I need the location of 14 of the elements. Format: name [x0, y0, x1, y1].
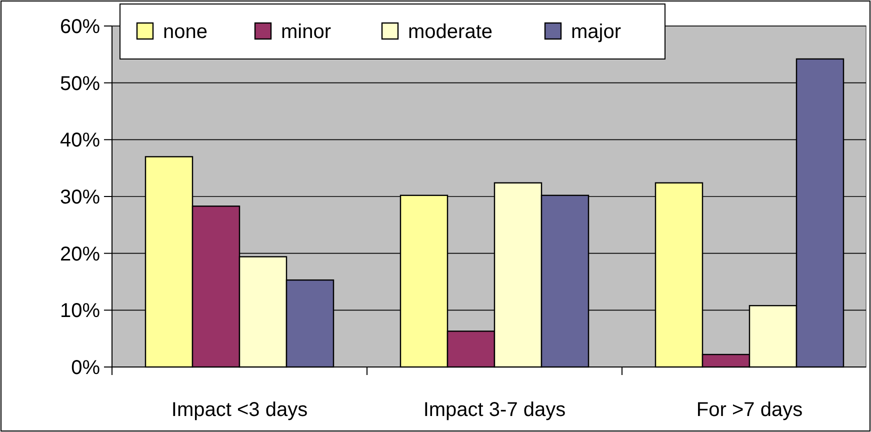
- y-tick-label: 30%: [60, 186, 100, 208]
- y-tick-label: 40%: [60, 130, 100, 152]
- y-tick-label: 50%: [60, 72, 100, 95]
- x-tick-label: Impact 3-7 days: [423, 399, 566, 421]
- x-tick-label: For >7 days: [696, 399, 803, 421]
- y-tick-label: 60%: [60, 16, 100, 38]
- x-tick-label: Impact <3 days: [171, 399, 308, 421]
- y-tick-label: 20%: [60, 243, 100, 266]
- legend-label: none: [163, 21, 208, 43]
- y-tick-label: 10%: [60, 300, 100, 322]
- y-tick-label: 0%: [71, 357, 100, 379]
- legend-label: moderate: [408, 21, 492, 43]
- legend-label: minor: [281, 21, 332, 43]
- legend-label: major: [571, 21, 622, 43]
